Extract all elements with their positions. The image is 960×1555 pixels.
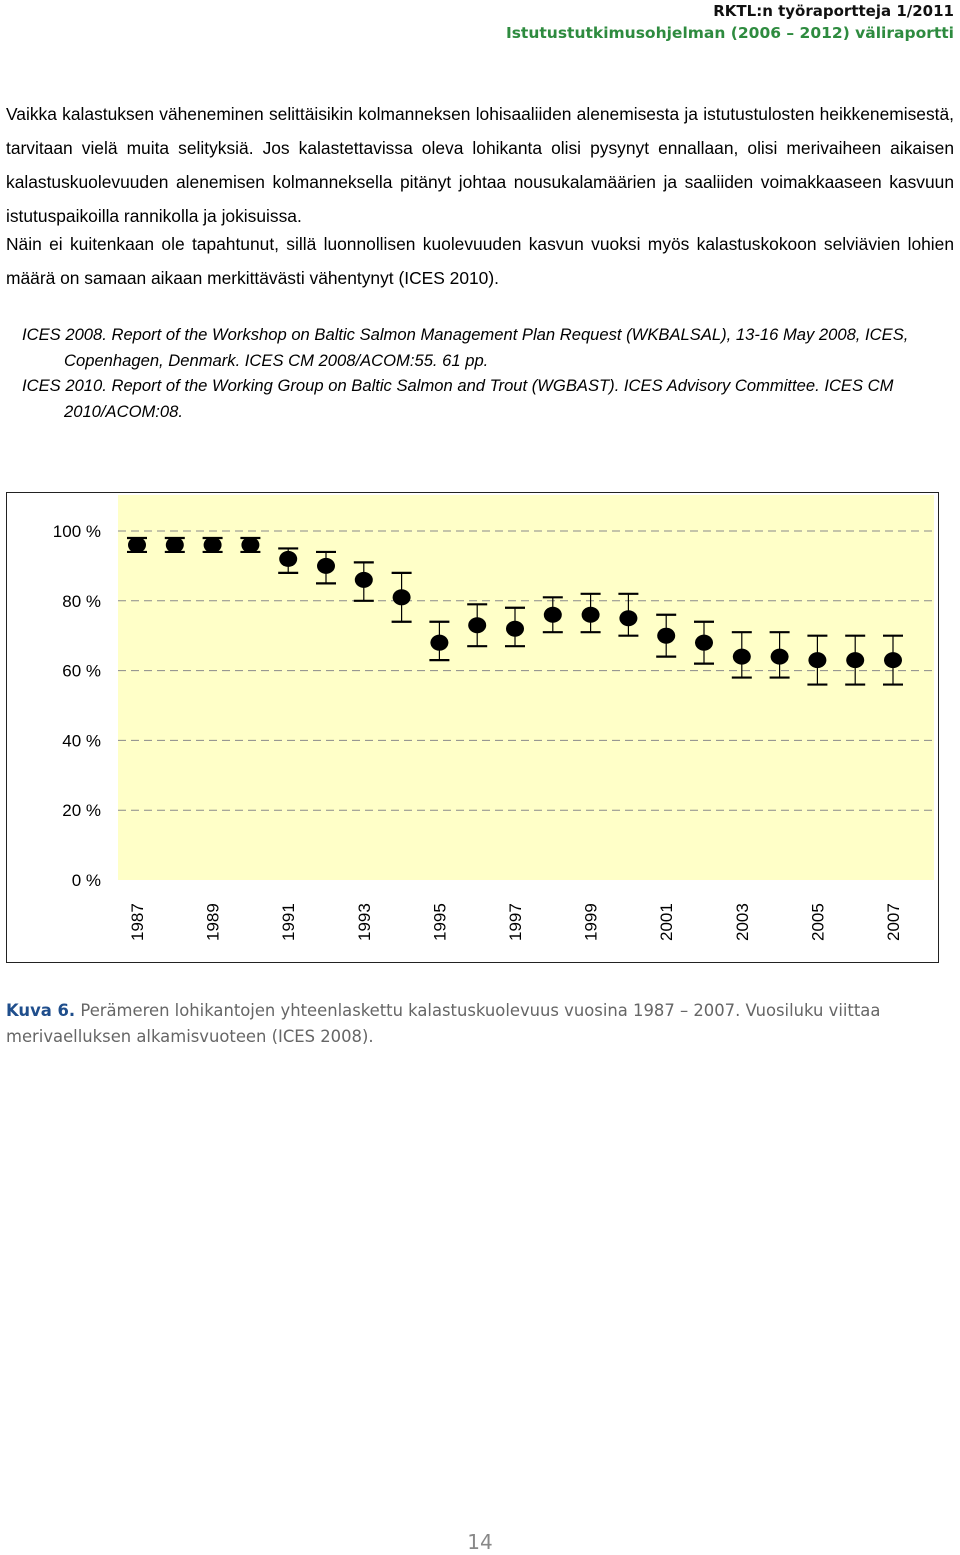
data-point xyxy=(884,652,902,668)
reference-ices-2010: ICES 2010. Report of the Working Group o… xyxy=(22,373,956,424)
y-tick-label: 80 % xyxy=(62,592,101,611)
x-tick-label: 1987 xyxy=(128,903,147,941)
data-point xyxy=(771,649,789,665)
references-list: ICES 2008. Report of the Workshop on Bal… xyxy=(22,322,956,424)
report-series-title: RKTL:n työraportteja 1/2011 xyxy=(713,2,954,20)
x-tick-label: 1995 xyxy=(430,903,449,941)
figure-label: Kuva 6. xyxy=(6,1001,75,1020)
figure-caption: Kuva 6. Perämeren lohikantojen yhteenlas… xyxy=(6,998,956,1050)
y-tick-label: 20 % xyxy=(62,801,101,820)
data-point xyxy=(657,628,675,644)
fishing-mortality-chart: 100 % 80 % 60 % 40 % 20 % 0 % 1987 1989 1991 1993… xyxy=(7,493,938,962)
data-point xyxy=(355,572,373,588)
x-tick-label: 2001 xyxy=(657,903,676,941)
y-tick-label: 100 % xyxy=(53,522,101,541)
data-point xyxy=(619,610,637,626)
data-point xyxy=(241,537,259,553)
data-point xyxy=(846,652,864,668)
data-point xyxy=(468,617,486,633)
data-point xyxy=(204,537,222,553)
data-point xyxy=(544,607,562,623)
data-point xyxy=(128,537,146,553)
x-tick-label: 1991 xyxy=(279,903,298,941)
x-tick-label: 1999 xyxy=(582,903,601,941)
body-paragraph-2: Näin ei kuitenkaan ole tapahtunut, sillä… xyxy=(6,227,954,295)
figure-caption-text: Perämeren lohikantojen yhteenlaskettu ka… xyxy=(6,1001,880,1046)
report-subtitle: Istutustutkimusohjelman (2006 – 2012) vä… xyxy=(506,24,954,42)
y-tick-label: 60 % xyxy=(62,662,101,681)
y-tick-label: 40 % xyxy=(62,731,101,750)
x-tick-label: 2003 xyxy=(733,903,752,941)
x-tick-label: 1993 xyxy=(355,903,374,941)
y-tick-label: 0 % xyxy=(72,871,101,890)
data-point xyxy=(317,558,335,574)
page-number: 14 xyxy=(0,1530,960,1554)
data-point xyxy=(808,652,826,668)
data-point xyxy=(733,649,751,665)
x-tick-label: 2007 xyxy=(884,903,903,941)
data-point xyxy=(582,607,600,623)
body-paragraph-1: Vaikka kalastuksen väheneminen selittäis… xyxy=(6,97,954,233)
data-point xyxy=(166,537,184,553)
x-tick-label: 1989 xyxy=(204,903,223,941)
data-point xyxy=(393,589,411,605)
data-point xyxy=(430,635,448,651)
data-point xyxy=(506,621,524,637)
data-point xyxy=(695,635,713,651)
data-point xyxy=(279,551,297,567)
x-tick-label: 1997 xyxy=(506,903,525,941)
figure-chart: 100 % 80 % 60 % 40 % 20 % 0 % 1987 1989 1991 1993… xyxy=(6,492,939,963)
x-tick-label: 2005 xyxy=(808,903,827,941)
reference-ices-2008: ICES 2008. Report of the Workshop on Bal… xyxy=(22,322,956,373)
